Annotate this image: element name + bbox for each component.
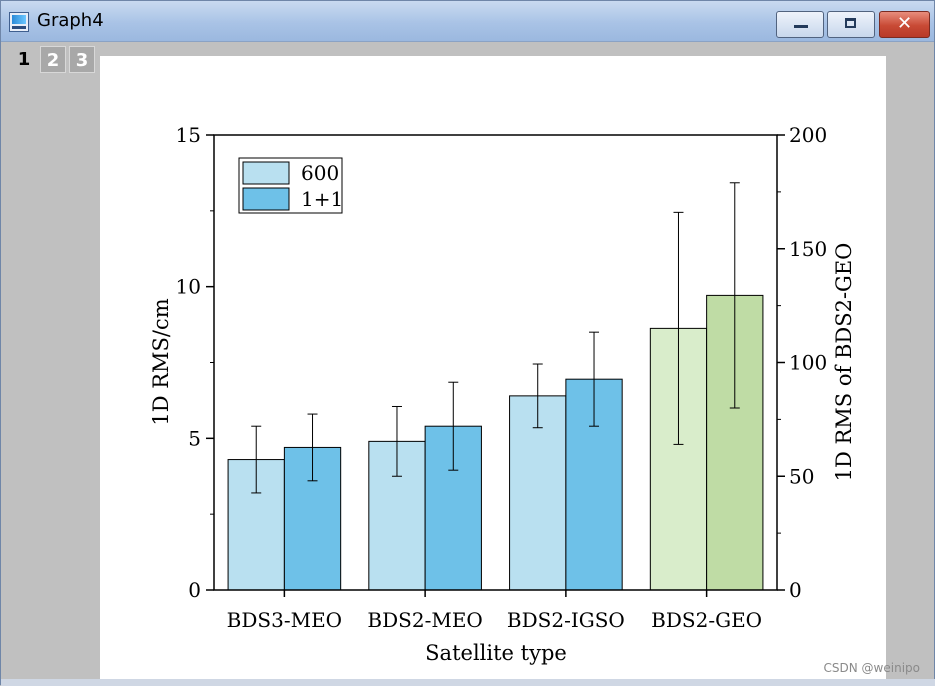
error-bar-600-bds2-igso (532, 363, 543, 429)
axes-layer: BDS3-MEO BDS2-MEO BDS2-IGSO BDS2-GEO0510150… (176, 123, 828, 632)
y-axis-label-right: 1D RMS of BDS2-GEO (832, 243, 856, 482)
bar-chart[interactable]: BDS3-MEO BDS2-MEO BDS2-IGSO BDS2-GEO0510150… (100, 56, 886, 679)
error-bar-600-bds2-meo (391, 405, 402, 477)
y-tick-label-left: 5 (188, 426, 201, 450)
x-tick-label: BDS3-MEO (227, 608, 342, 632)
maximize-button[interactable] (827, 11, 875, 38)
x-tick-label: BDS2-GEO (651, 608, 762, 632)
legend-label-1p1: 1+1 (301, 187, 343, 211)
legend: 600 1+1 (238, 157, 343, 214)
y-tick-label-left: 0 (188, 578, 201, 602)
watermark-text: CSDN @weinipo (823, 661, 920, 675)
x-tick-label: BDS2-MEO (367, 608, 482, 632)
y-tick-label-left: 15 (176, 123, 201, 147)
layer-tab-3[interactable]: 3 (69, 46, 95, 73)
y-tick-label-right: 50 (789, 464, 814, 488)
error-bar-1p1-bds2-meo (448, 381, 459, 471)
y-axis-label-left: 1D RMS/cm (149, 298, 173, 425)
legend-swatch-1p1 (242, 187, 290, 211)
y-tick-label-right: 200 (789, 123, 827, 147)
graph-window-icon[interactable] (9, 12, 29, 32)
error-bar-1p1-bds2-geo (729, 182, 740, 409)
bar-1p1-bds3-meo[interactable] (283, 446, 342, 591)
layer-tab-2[interactable]: 2 (40, 46, 66, 73)
minimize-button[interactable] (776, 11, 824, 38)
error-bar-600-bds3-meo (251, 425, 262, 494)
legend-swatch-600 (242, 161, 290, 185)
x-tick-label: BDS2-IGSO (507, 608, 625, 632)
maximize-icon (845, 18, 856, 28)
legend-label-600: 600 (301, 161, 339, 185)
error-bars-layer (251, 182, 740, 494)
error-bar-600-bds2-geo (673, 211, 684, 445)
window-title: Graph4 (37, 10, 104, 31)
error-bar-1p1-bds2-igso (589, 331, 600, 427)
graph-page[interactable]: BDS3-MEO BDS2-MEO BDS2-IGSO BDS2-GEO 0 5 10 15 0… (100, 56, 886, 679)
y-tick-label-right: 100 (789, 351, 827, 375)
close-button[interactable]: ✕ (879, 11, 930, 38)
close-icon: ✕ (896, 13, 913, 34)
status-strip (1, 679, 935, 686)
bars-layer (227, 294, 764, 591)
title-bar[interactable]: Graph4 ✕ (1, 1, 934, 42)
x-axis-label: Satellite type (425, 641, 567, 665)
y-tick-label-right: 150 (789, 237, 827, 261)
error-bar-1p1-bds3-meo (307, 413, 318, 482)
y-tick-label-right: 0 (789, 578, 802, 602)
layer-tab-1[interactable]: 1 (11, 46, 37, 73)
y-tick-label-left: 10 (176, 275, 201, 299)
minimize-icon (794, 25, 808, 28)
